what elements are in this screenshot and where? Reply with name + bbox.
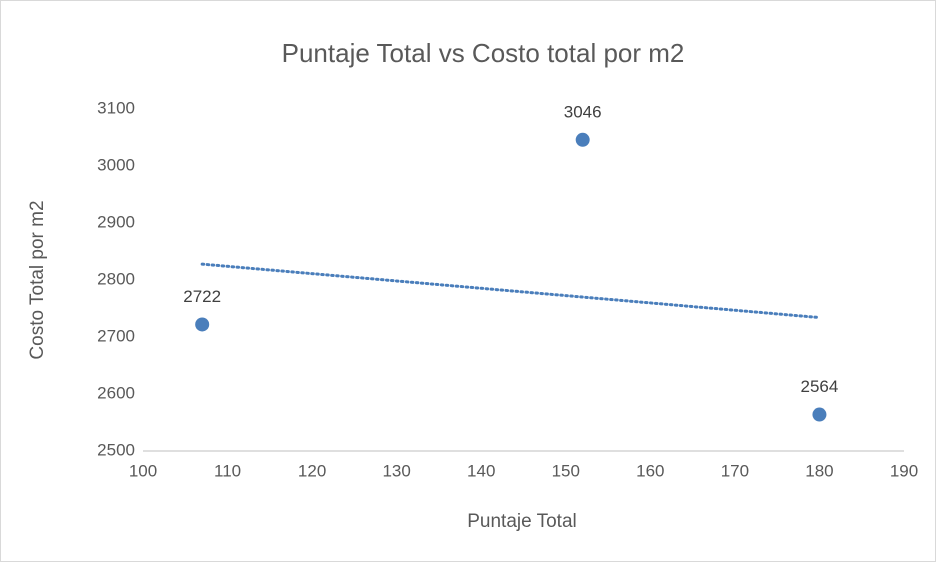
x-tick-label: 100 — [129, 461, 157, 480]
y-tick-label: 3100 — [97, 98, 135, 117]
x-tick-label: 120 — [298, 461, 326, 480]
x-axis-label: Puntaje Total — [467, 511, 577, 532]
y-tick-label: 2600 — [97, 383, 135, 402]
data-label: 2722 — [183, 287, 221, 306]
y-tick-label: 2900 — [97, 212, 135, 231]
x-tick-label: 190 — [890, 461, 918, 480]
trendline — [200, 262, 821, 320]
y-axis-label: Costo Total por m2 — [27, 200, 48, 359]
y-tick-label: 2700 — [97, 326, 135, 345]
y-tick-label: 3000 — [97, 155, 135, 174]
data-label: 2564 — [801, 377, 839, 396]
y-tick-label: 2800 — [97, 269, 135, 288]
x-tick-label: 130 — [382, 461, 410, 480]
x-tick-label: 110 — [214, 461, 241, 480]
point — [195, 317, 210, 332]
x-tick-label: 150 — [552, 461, 580, 480]
x-tick-label: 160 — [636, 461, 664, 480]
point — [575, 132, 590, 147]
x-tick-label: 170 — [721, 461, 749, 480]
x-tick-label: 140 — [467, 461, 495, 480]
y-tick-label: 2500 — [97, 440, 135, 459]
x-tick-label: 180 — [805, 461, 833, 480]
data-label: 3046 — [564, 102, 602, 121]
chart-title: Puntaje Total vs Costo total por m2 — [282, 38, 685, 68]
point — [812, 407, 827, 422]
